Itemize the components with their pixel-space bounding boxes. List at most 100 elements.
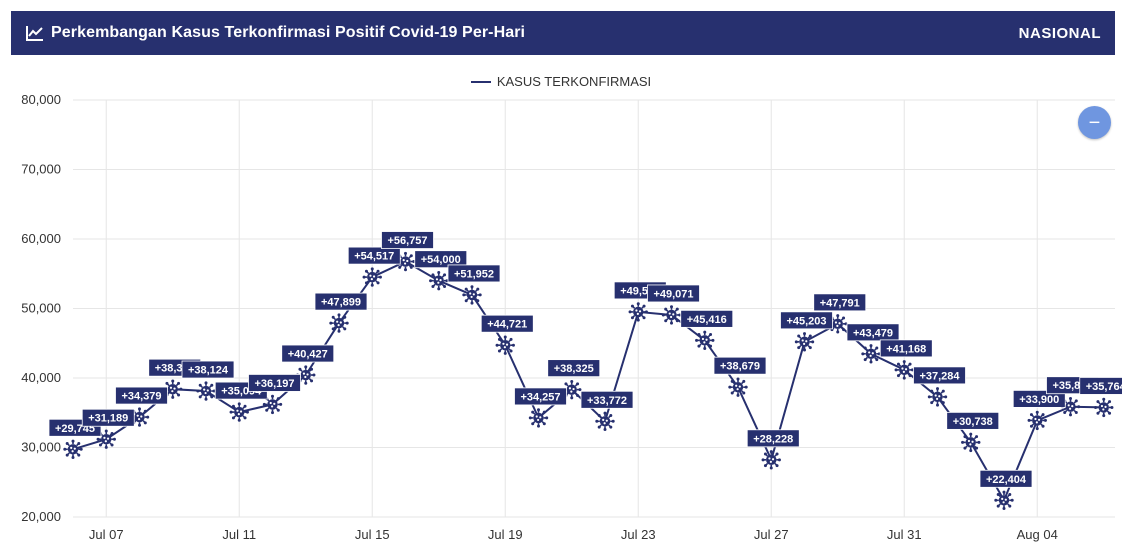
data-label: +54,517 (347, 246, 401, 265)
svg-text:+44,721: +44,721 (487, 319, 527, 331)
data-label: +22,404 (979, 469, 1033, 488)
y-tick-label: 60,000 (21, 231, 61, 246)
y-tick-label: 20,000 (21, 509, 61, 524)
virus-marker-icon[interactable] (861, 344, 881, 364)
virus-marker-icon[interactable] (196, 381, 216, 401)
chart-plot[interactable]: 20,000 30,000 40,000 50,000 60,000 70,000 80,0… (0, 56, 1122, 552)
data-label: +33,900 (1012, 389, 1066, 408)
virus-marker-icon[interactable] (961, 432, 981, 453)
svg-text:+30,738: +30,738 (953, 416, 993, 428)
virus-marker-icon[interactable] (362, 267, 382, 287)
virus-marker-icon[interactable] (429, 271, 449, 291)
data-label: +43,479 (846, 323, 900, 342)
data-label: +40,427 (281, 344, 335, 363)
virus-marker-icon[interactable] (794, 332, 815, 352)
svg-text:+43,479: +43,479 (853, 327, 893, 339)
svg-text:+54,000: +54,000 (421, 254, 461, 266)
svg-text:+38,124: +38,124 (188, 365, 229, 377)
x-tick-label: Jul 27 (754, 527, 789, 542)
data-label: +28,228 (746, 429, 800, 448)
x-tick-label: Aug 04 (1017, 527, 1058, 542)
virus-marker-icon[interactable] (1094, 397, 1114, 418)
data-label: +36,197 (248, 374, 301, 392)
data-label: +38,124 (181, 360, 235, 379)
virus-marker-icon[interactable] (96, 429, 116, 449)
zoom-out-button[interactable]: − (1078, 106, 1111, 139)
svg-text:+34,379: +34,379 (121, 391, 161, 403)
x-tick-label: Jul 23 (621, 527, 656, 542)
svg-text:+33,900: +33,900 (1019, 394, 1059, 406)
svg-text:+56,757: +56,757 (387, 235, 427, 247)
virus-marker-icon[interactable] (695, 330, 715, 351)
data-label: +37,284 (913, 366, 966, 385)
data-label: +34,257 (514, 387, 567, 406)
data-label: +51,952 (447, 264, 501, 283)
virus-marker-icon[interactable] (894, 360, 914, 380)
data-label: +56,757 (381, 231, 434, 249)
scope-label: NASIONAL (1018, 24, 1101, 42)
x-tick-label: Jul 11 (222, 527, 256, 542)
y-tick-label: 80,000 (21, 92, 61, 107)
svg-text:+49,071: +49,071 (653, 288, 693, 300)
virus-marker-icon[interactable] (1027, 410, 1047, 431)
x-tick-label: Jul 07 (89, 527, 124, 542)
svg-text:+36,197: +36,197 (254, 378, 294, 390)
svg-text:+33,772: +33,772 (587, 395, 627, 407)
virus-marker-icon[interactable] (994, 490, 1014, 510)
svg-text:+41,168: +41,168 (886, 343, 926, 355)
svg-text:+40,427: +40,427 (288, 349, 328, 361)
data-label: +49,071 (647, 284, 700, 303)
virus-marker-icon[interactable] (329, 313, 349, 333)
legend-swatch (470, 80, 491, 83)
svg-text:+22,404: +22,404 (986, 474, 1027, 486)
svg-text:+34,257: +34,257 (520, 391, 560, 403)
x-tick-label: Jul 31 (887, 527, 922, 542)
svg-text:+51,952: +51,952 (454, 268, 494, 280)
svg-text:+45,416: +45,416 (687, 314, 727, 326)
data-label: +38,679 (713, 356, 767, 375)
y-tick-label: 70,000 (21, 162, 61, 177)
x-tick-label: Jul 15 (355, 527, 390, 542)
data-label: +38,325 (547, 359, 601, 378)
y-tick-label: 50,000 (21, 301, 61, 316)
svg-text:+35,764: +35,764 (1086, 381, 1122, 393)
data-label: +30,738 (946, 411, 1000, 430)
virus-marker-icon[interactable] (595, 411, 615, 431)
virus-marker-icon[interactable] (761, 450, 781, 470)
virus-marker-icon[interactable] (661, 305, 682, 325)
x-tick-label: Jul 19 (488, 527, 523, 542)
data-label: +35,764 (1079, 377, 1122, 395)
data-label: +54,000 (414, 250, 468, 269)
virus-marker-icon[interactable] (229, 402, 249, 422)
virus-marker-icon[interactable] (628, 302, 648, 322)
data-label: +33,772 (580, 390, 634, 409)
svg-text:+54,517: +54,517 (354, 251, 394, 263)
svg-text:+28,228: +28,228 (753, 433, 793, 445)
data-label: +41,168 (879, 339, 933, 358)
svg-text:+38,679: +38,679 (720, 361, 760, 373)
minus-icon: − (1088, 111, 1101, 134)
y-tick-label: 40,000 (21, 370, 61, 385)
virus-marker-icon[interactable] (495, 335, 515, 355)
data-label: +47,899 (314, 292, 368, 311)
svg-text:+47,791: +47,791 (820, 297, 860, 309)
data-label: +47,791 (813, 293, 867, 312)
svg-text:+31,189: +31,189 (88, 413, 128, 425)
virus-marker-icon[interactable] (63, 439, 83, 459)
data-label: +44,721 (480, 314, 534, 333)
line-chart-icon (25, 24, 45, 42)
svg-text:+38,325: +38,325 (554, 363, 594, 375)
header-left: Perkembangan Kasus Terkonfirmasi Positif… (25, 24, 525, 42)
virus-marker-icon[interactable] (927, 387, 948, 407)
virus-marker-icon[interactable] (528, 408, 549, 428)
virus-marker-icon[interactable] (728, 377, 748, 397)
svg-text:+47,899: +47,899 (321, 297, 361, 309)
chart-legend[interactable]: KASUS TERKONFIRMASI (0, 74, 1122, 89)
virus-marker-icon[interactable] (462, 285, 482, 305)
data-label: +45,416 (680, 309, 734, 328)
data-label: +31,189 (81, 408, 135, 427)
svg-text:+37,284: +37,284 (919, 370, 960, 382)
svg-text:+45,203: +45,203 (786, 315, 826, 327)
chart-header: Perkembangan Kasus Terkonfirmasi Positif… (11, 11, 1115, 55)
y-tick-label: 30,000 (21, 440, 61, 455)
